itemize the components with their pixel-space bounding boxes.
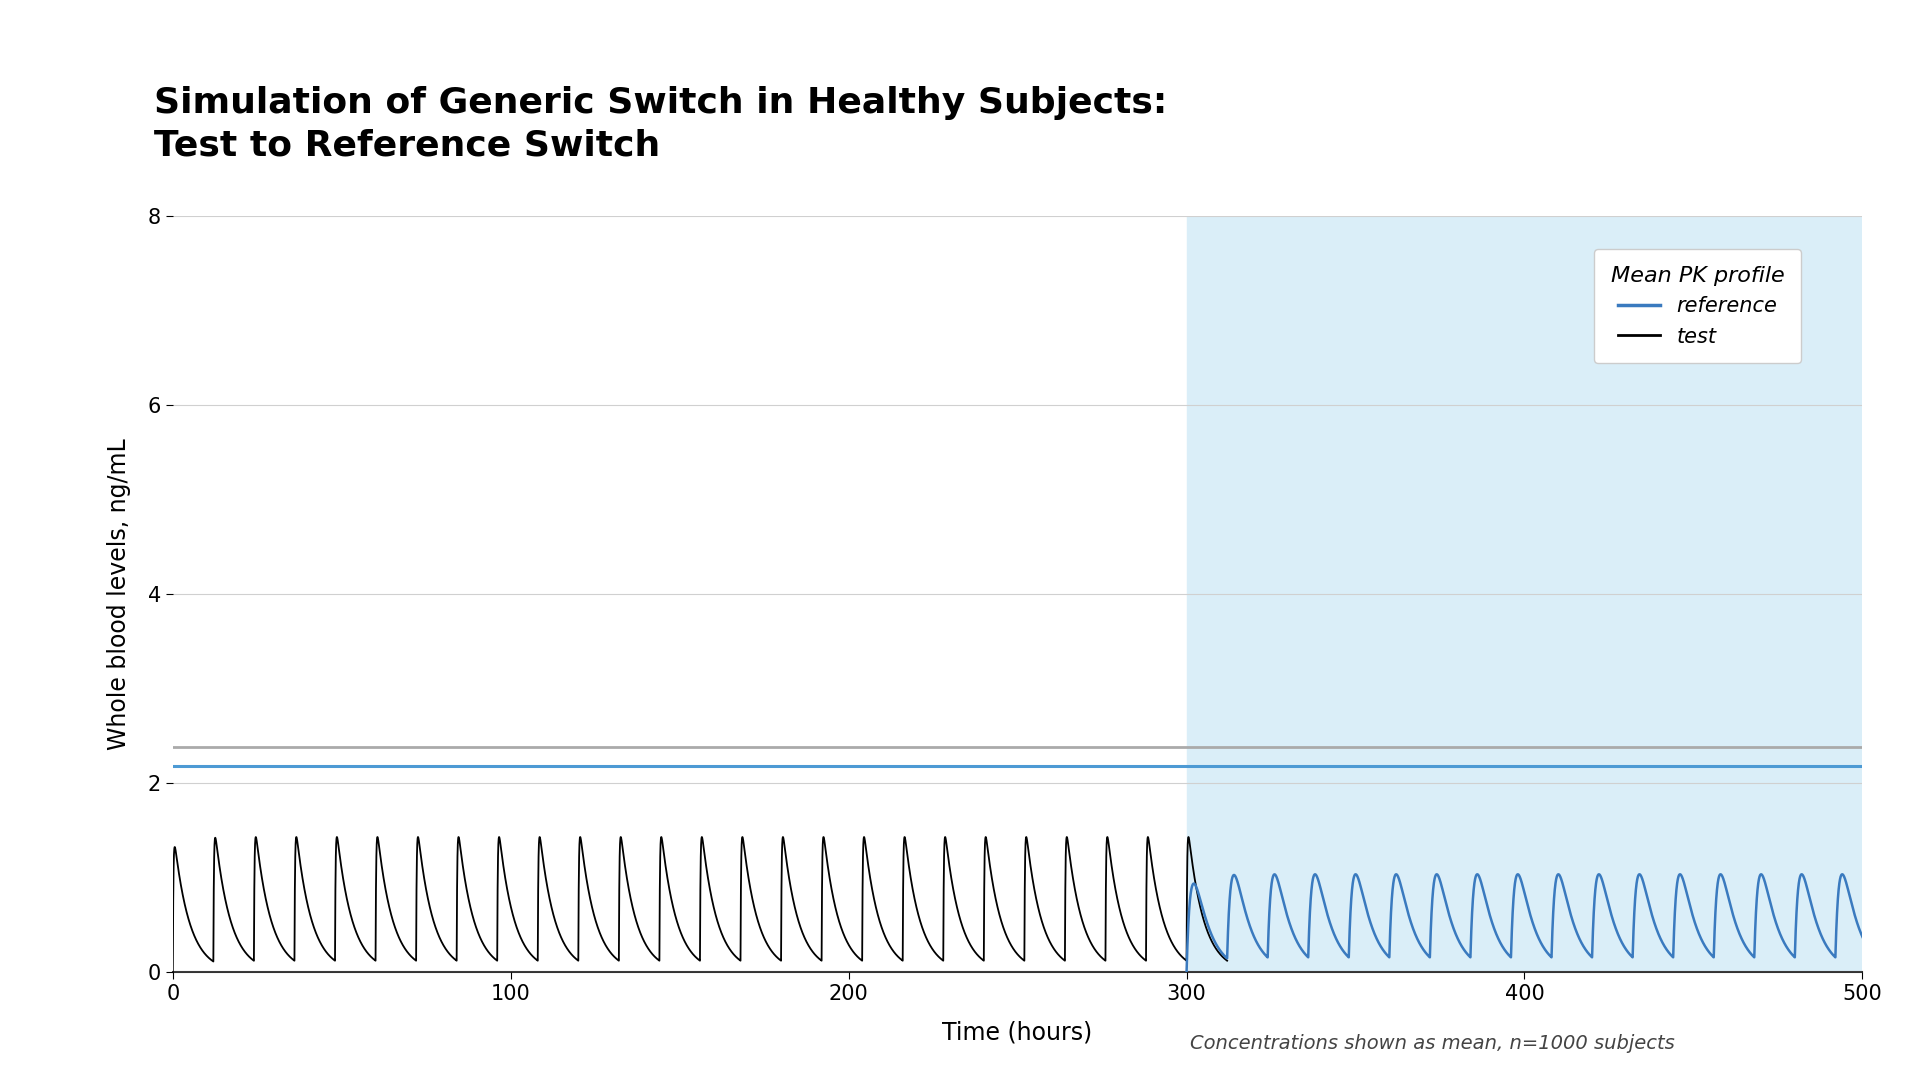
Legend: reference, test: reference, test: [1594, 249, 1801, 363]
Bar: [1187, 216, 1862, 972]
Y-axis label: Whole blood levels, ng/mL: Whole blood levels, ng/mL: [108, 438, 131, 750]
Text: Simulation of Generic Switch in Healthy Subjects:
Test to Reference Switch: Simulation of Generic Switch in Healthy …: [154, 86, 1167, 162]
X-axis label: Time (hours): Time (hours): [943, 1021, 1092, 1044]
Text: Concentrations shown as mean, n=1000 subjects: Concentrations shown as mean, n=1000 sub…: [1190, 1034, 1674, 1053]
